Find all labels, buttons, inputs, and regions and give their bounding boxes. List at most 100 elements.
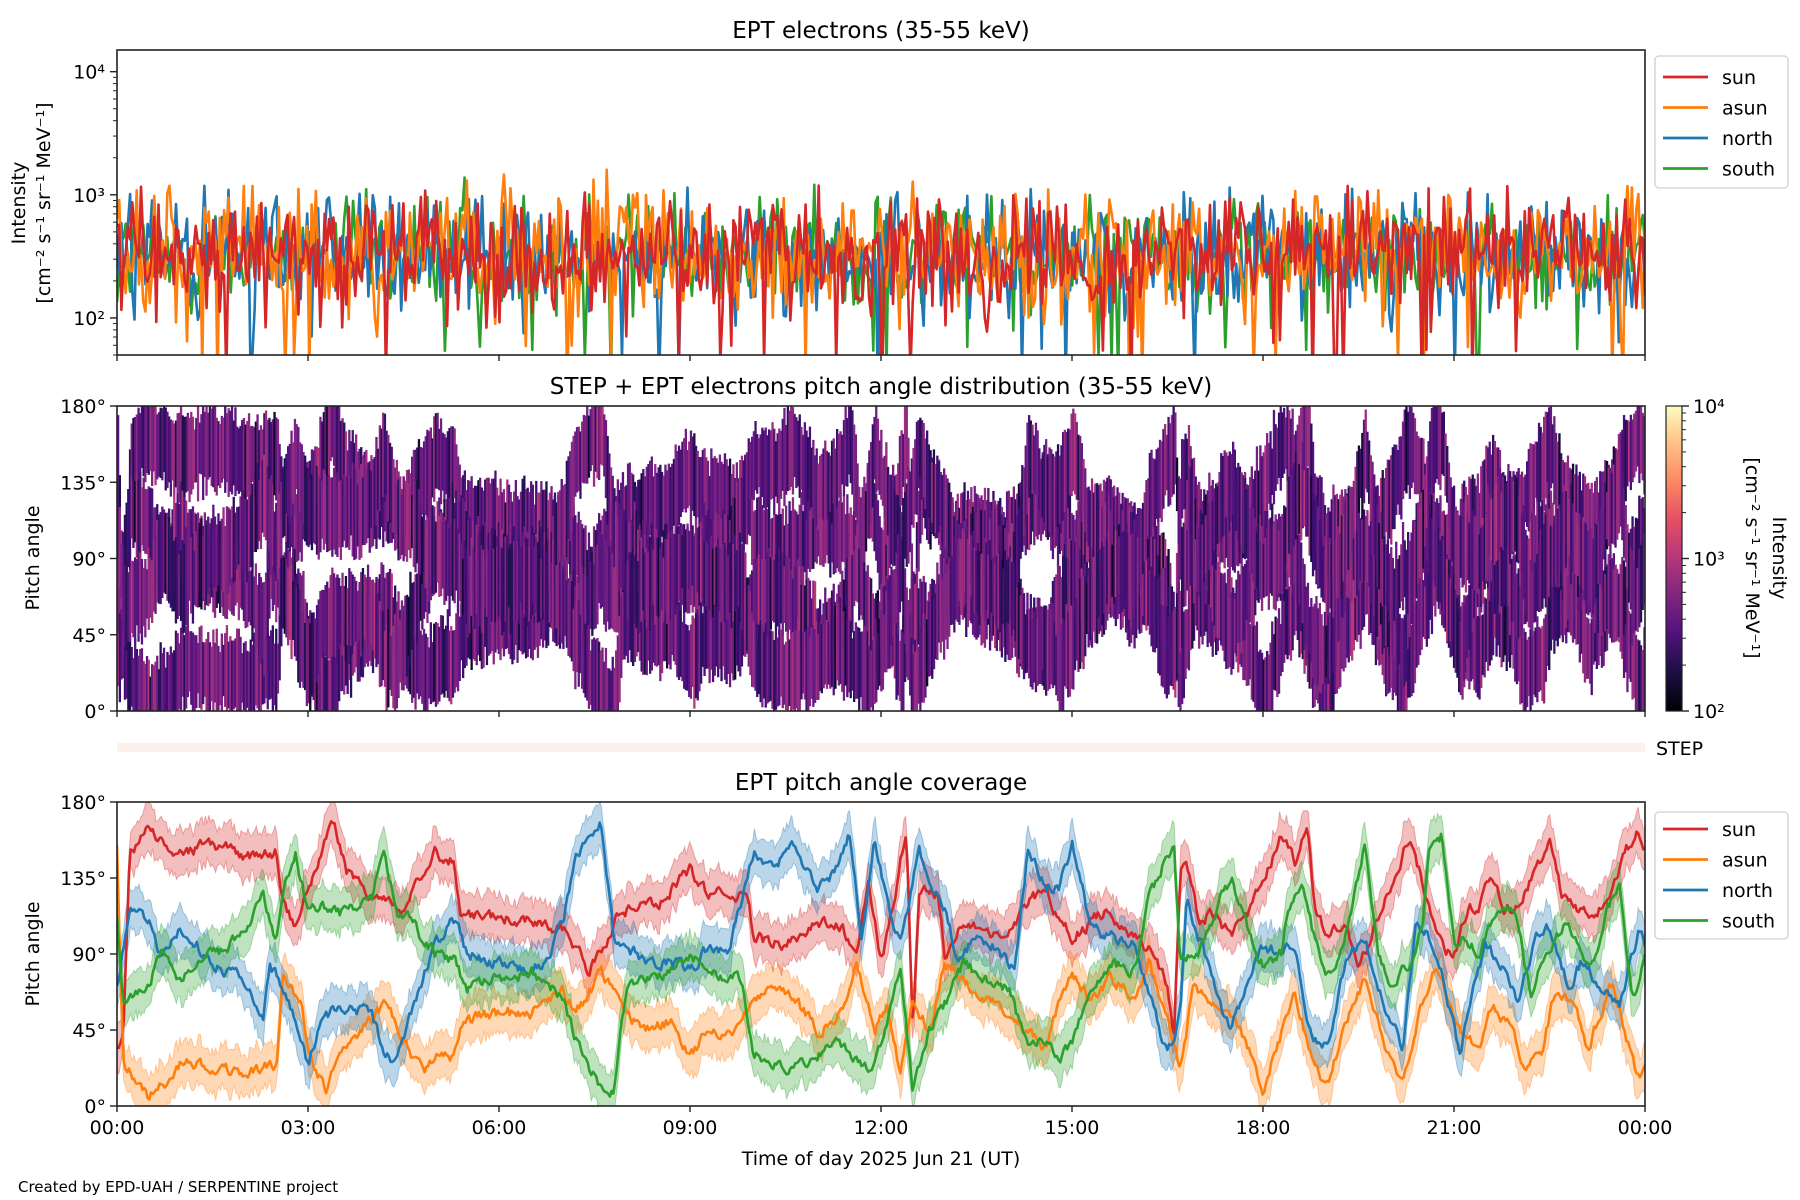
pad-cell [858, 486, 861, 549]
coverage-line-south [117, 832, 1645, 1098]
pad-cell [513, 491, 516, 556]
pad-cell [1356, 451, 1359, 532]
pad-cell [708, 594, 711, 684]
pad-cell [186, 628, 189, 698]
pad-cell [212, 629, 215, 711]
pad-cell [888, 474, 891, 547]
pad-cell [1276, 618, 1279, 698]
pad-cell [606, 435, 609, 525]
pad-cell [1191, 553, 1194, 649]
pad-cell [815, 489, 818, 564]
pad-cell [309, 623, 312, 711]
pad-cell [1570, 544, 1573, 636]
pad-cell [718, 547, 721, 611]
pad-cell [1323, 505, 1327, 566]
pad-cell [482, 490, 485, 557]
pad-cell [846, 494, 849, 582]
pad-cell [1169, 423, 1172, 505]
intensity-ylabel: Intensity [8, 162, 30, 245]
pad-cell [536, 542, 540, 623]
pad-cell [1250, 618, 1253, 700]
pad-cell [1065, 604, 1068, 689]
pad-cell [399, 490, 402, 560]
pad-cell [1529, 629, 1532, 711]
pad-cell [1070, 413, 1073, 496]
pad-cell [1065, 481, 1068, 571]
pad-cell [242, 418, 246, 515]
pad-cell [756, 497, 759, 585]
pad-cell [785, 424, 788, 495]
pad-cell [1441, 536, 1444, 612]
pad-heatmap [117, 406, 1645, 711]
pad-cell [1332, 535, 1335, 618]
colorbar-tick-label: 10³ [1693, 549, 1725, 571]
pad-cell [321, 589, 324, 658]
pad-cell [603, 661, 606, 711]
pad-cell [970, 535, 973, 597]
pad-cell [582, 414, 585, 484]
pad-cell [674, 600, 677, 665]
pad-cell [922, 423, 925, 498]
pad-cell [841, 502, 844, 562]
pad-cell [1373, 474, 1376, 555]
pad-cell [287, 567, 290, 646]
pad-cell [151, 406, 154, 486]
pad-cell [366, 564, 370, 647]
pad-cell [1395, 444, 1398, 515]
pad-cell [1186, 438, 1189, 499]
pad-cell [1393, 568, 1396, 621]
pad-cell [713, 599, 716, 676]
pad-cell [222, 417, 225, 479]
pad-cell [1575, 512, 1578, 578]
pad-cell [1410, 624, 1413, 697]
pad-cell [1179, 520, 1182, 580]
pad-cell [757, 554, 761, 638]
legend-box [1654, 55, 1789, 189]
pad-cell [800, 427, 803, 491]
pad-cell [620, 596, 623, 678]
colorbar-label: Intensity [1768, 517, 1790, 600]
pad-cell [319, 416, 322, 504]
pad-cell [920, 631, 924, 703]
pad-cell [990, 560, 993, 613]
pad-cell [689, 430, 693, 510]
pad-cell [336, 628, 339, 711]
pad-cell [511, 546, 514, 618]
pad-cell [1131, 532, 1134, 612]
pad-cell [1568, 499, 1571, 557]
pad-cell [853, 631, 856, 702]
pad-cell [604, 647, 608, 711]
pad-cell [1386, 459, 1389, 542]
pad-cell [280, 481, 283, 558]
pad-cell [292, 581, 295, 640]
pad-cell [324, 656, 327, 711]
pad-cell [1410, 407, 1413, 488]
pad-cell [412, 581, 415, 643]
pad-cell [149, 406, 152, 472]
pad-cell [383, 577, 387, 637]
pad-cell [893, 488, 896, 566]
pad-cell [926, 619, 929, 687]
pad-cell [666, 539, 669, 624]
pad-cell [229, 410, 232, 492]
pad-cell [346, 588, 349, 646]
pad-cell [1155, 449, 1158, 519]
pad-cell [327, 474, 331, 552]
pad-cell [485, 477, 489, 552]
pad-cell [606, 548, 609, 622]
pad-cell [1055, 635, 1058, 696]
pad-cell [1592, 538, 1595, 596]
pad-cell [439, 418, 443, 505]
pad-cell [735, 601, 738, 666]
pad-cell [169, 419, 172, 497]
pad-cell [742, 460, 745, 551]
pad-cell [1446, 446, 1449, 503]
pad-cell [1517, 612, 1520, 682]
pad-cell [859, 631, 863, 698]
pad-cell [626, 560, 630, 619]
pad-cell [601, 406, 604, 466]
pad-cell [224, 406, 227, 493]
pad-cell [711, 597, 715, 683]
pad-cell [1599, 560, 1602, 621]
pad-cell [414, 481, 417, 573]
